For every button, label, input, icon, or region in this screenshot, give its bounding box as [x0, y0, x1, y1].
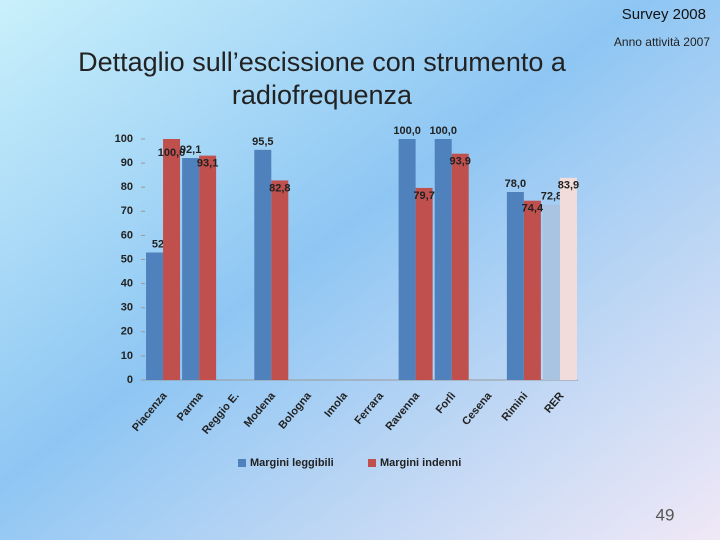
bar [398, 139, 416, 380]
bar [506, 192, 524, 380]
y-tick-label: 10 [121, 350, 133, 362]
y-tick-label: 40 [121, 278, 133, 290]
y-tick-label: 60 [121, 229, 133, 241]
year: Anno attività 2007 [614, 35, 710, 49]
bar [146, 252, 164, 380]
y-tick-label: 50 [121, 253, 133, 265]
y-tick-label: 100 [115, 133, 133, 145]
y-tick-label: 90 [121, 157, 133, 169]
value-label: 72,8 [541, 190, 562, 202]
bar [559, 177, 577, 380]
title-line: Dettaglio sull’escissione con strumento … [78, 47, 567, 77]
bar [271, 180, 289, 380]
legend-label: Margini indenni [380, 457, 461, 469]
bar [415, 187, 433, 380]
chart-title: Dettaglio sull’escissione con strumento … [78, 47, 567, 110]
legend-swatch [238, 459, 246, 467]
title-line: radiofrequenza [232, 80, 413, 110]
bar [199, 155, 217, 380]
value-label: 82,8 [269, 182, 290, 194]
bar [163, 139, 181, 380]
y-tick-label: 20 [121, 326, 133, 338]
value-label: 95,5 [252, 136, 273, 148]
bar [434, 139, 452, 380]
y-tick-label: 0 [127, 374, 133, 386]
page-number: 49 [656, 505, 675, 524]
value-label: 93,1 [197, 158, 218, 170]
value-label: 100,0 [429, 125, 457, 137]
value-label: 93,9 [449, 156, 470, 168]
y-tick-label: 80 [121, 181, 133, 193]
bar [182, 158, 200, 380]
survey: Survey 2008 [622, 6, 706, 23]
bar [254, 149, 272, 380]
value-label: 78,0 [505, 178, 526, 190]
bar [542, 204, 560, 380]
value-label: 100,0 [158, 147, 186, 159]
y-tick-label: 70 [121, 205, 133, 217]
value-label: 100,0 [393, 125, 421, 137]
value-label: 92,1 [180, 144, 201, 156]
legend-label: Margini leggibili [250, 457, 334, 469]
bar [451, 153, 469, 380]
value-label: 83,9 [558, 180, 579, 192]
legend-swatch [368, 459, 376, 467]
value-label: 79,7 [413, 190, 434, 202]
y-tick-label: 30 [121, 302, 133, 314]
value-label: 74,4 [522, 203, 544, 215]
bar [523, 200, 541, 380]
